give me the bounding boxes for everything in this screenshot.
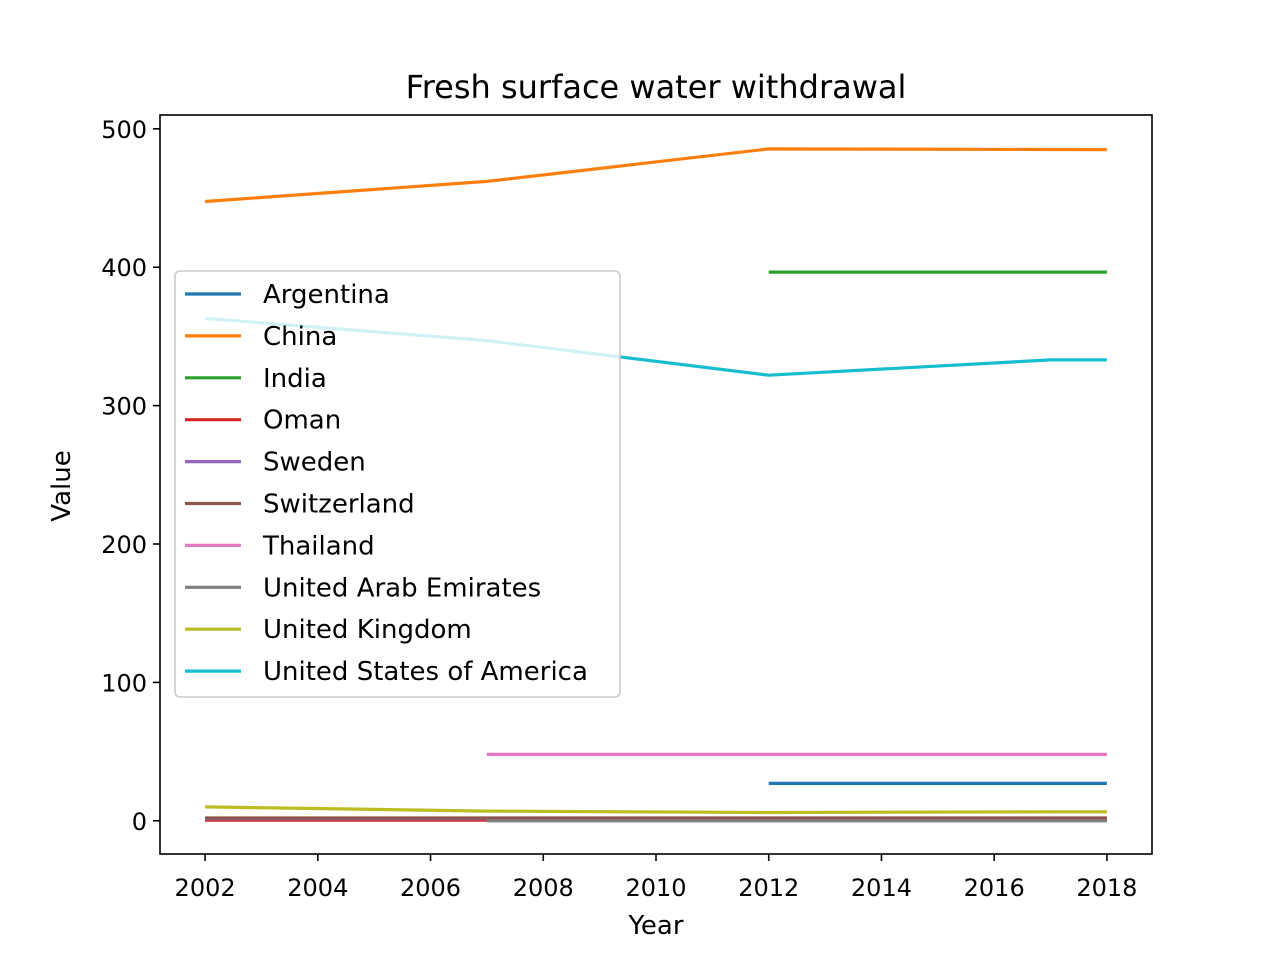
legend-label-oman: Oman bbox=[263, 406, 341, 436]
y-tick-label: 300 bbox=[101, 393, 147, 421]
legend-label-china: China bbox=[263, 322, 337, 352]
legend-label-sweden: Sweden bbox=[263, 448, 366, 478]
x-tick-label: 2012 bbox=[738, 874, 799, 902]
plot-frame bbox=[159, 114, 1153, 855]
legend-label-switzerland: Switzerland bbox=[263, 490, 415, 520]
x-tick-label: 2014 bbox=[851, 874, 912, 902]
legend: Argentina China India Oman Sweden Switzerland… bbox=[174, 270, 621, 698]
x-tick-label: 2008 bbox=[513, 874, 574, 902]
legend-label-united-arab-emirates: United Arab Emirates bbox=[263, 573, 541, 603]
legend-label-united-states-of-america: United States of America bbox=[263, 657, 588, 687]
x-tick-label: 2004 bbox=[287, 874, 348, 902]
x-axis-label: Year bbox=[627, 911, 683, 941]
chart-title: Fresh surface water withdrawal bbox=[406, 68, 907, 106]
legend-label-argentina: Argentina bbox=[263, 280, 390, 310]
plot-area bbox=[204, 147, 1107, 823]
legend-box bbox=[174, 270, 621, 698]
x-tick-label: 2002 bbox=[175, 874, 236, 902]
y-axis-ticks: 0 100 200 300 400 500 bbox=[101, 116, 160, 836]
x-tick-label: 2010 bbox=[625, 874, 686, 902]
legend-label-india: India bbox=[263, 364, 327, 394]
y-tick-label: 0 bbox=[132, 808, 147, 836]
y-tick-label: 100 bbox=[101, 669, 147, 697]
x-tick-label: 2018 bbox=[1076, 874, 1137, 902]
y-tick-label: 400 bbox=[101, 254, 147, 282]
series-line-united-kingdom bbox=[205, 805, 1107, 815]
legend-label-united-kingdom: United Kingdom bbox=[263, 615, 472, 645]
y-tick-label: 500 bbox=[101, 116, 147, 144]
x-tick-label: 2016 bbox=[964, 874, 1025, 902]
x-tick-label: 2006 bbox=[400, 874, 461, 902]
y-tick-label: 200 bbox=[101, 531, 147, 559]
legend-label-thailand: Thailand bbox=[262, 531, 375, 561]
x-axis-ticks: 2002 2004 2006 2008 2010 2012 2014 2016 2018 bbox=[175, 854, 1137, 902]
series-line-china bbox=[204, 147, 1107, 204]
y-axis-label: Value bbox=[47, 450, 77, 521]
